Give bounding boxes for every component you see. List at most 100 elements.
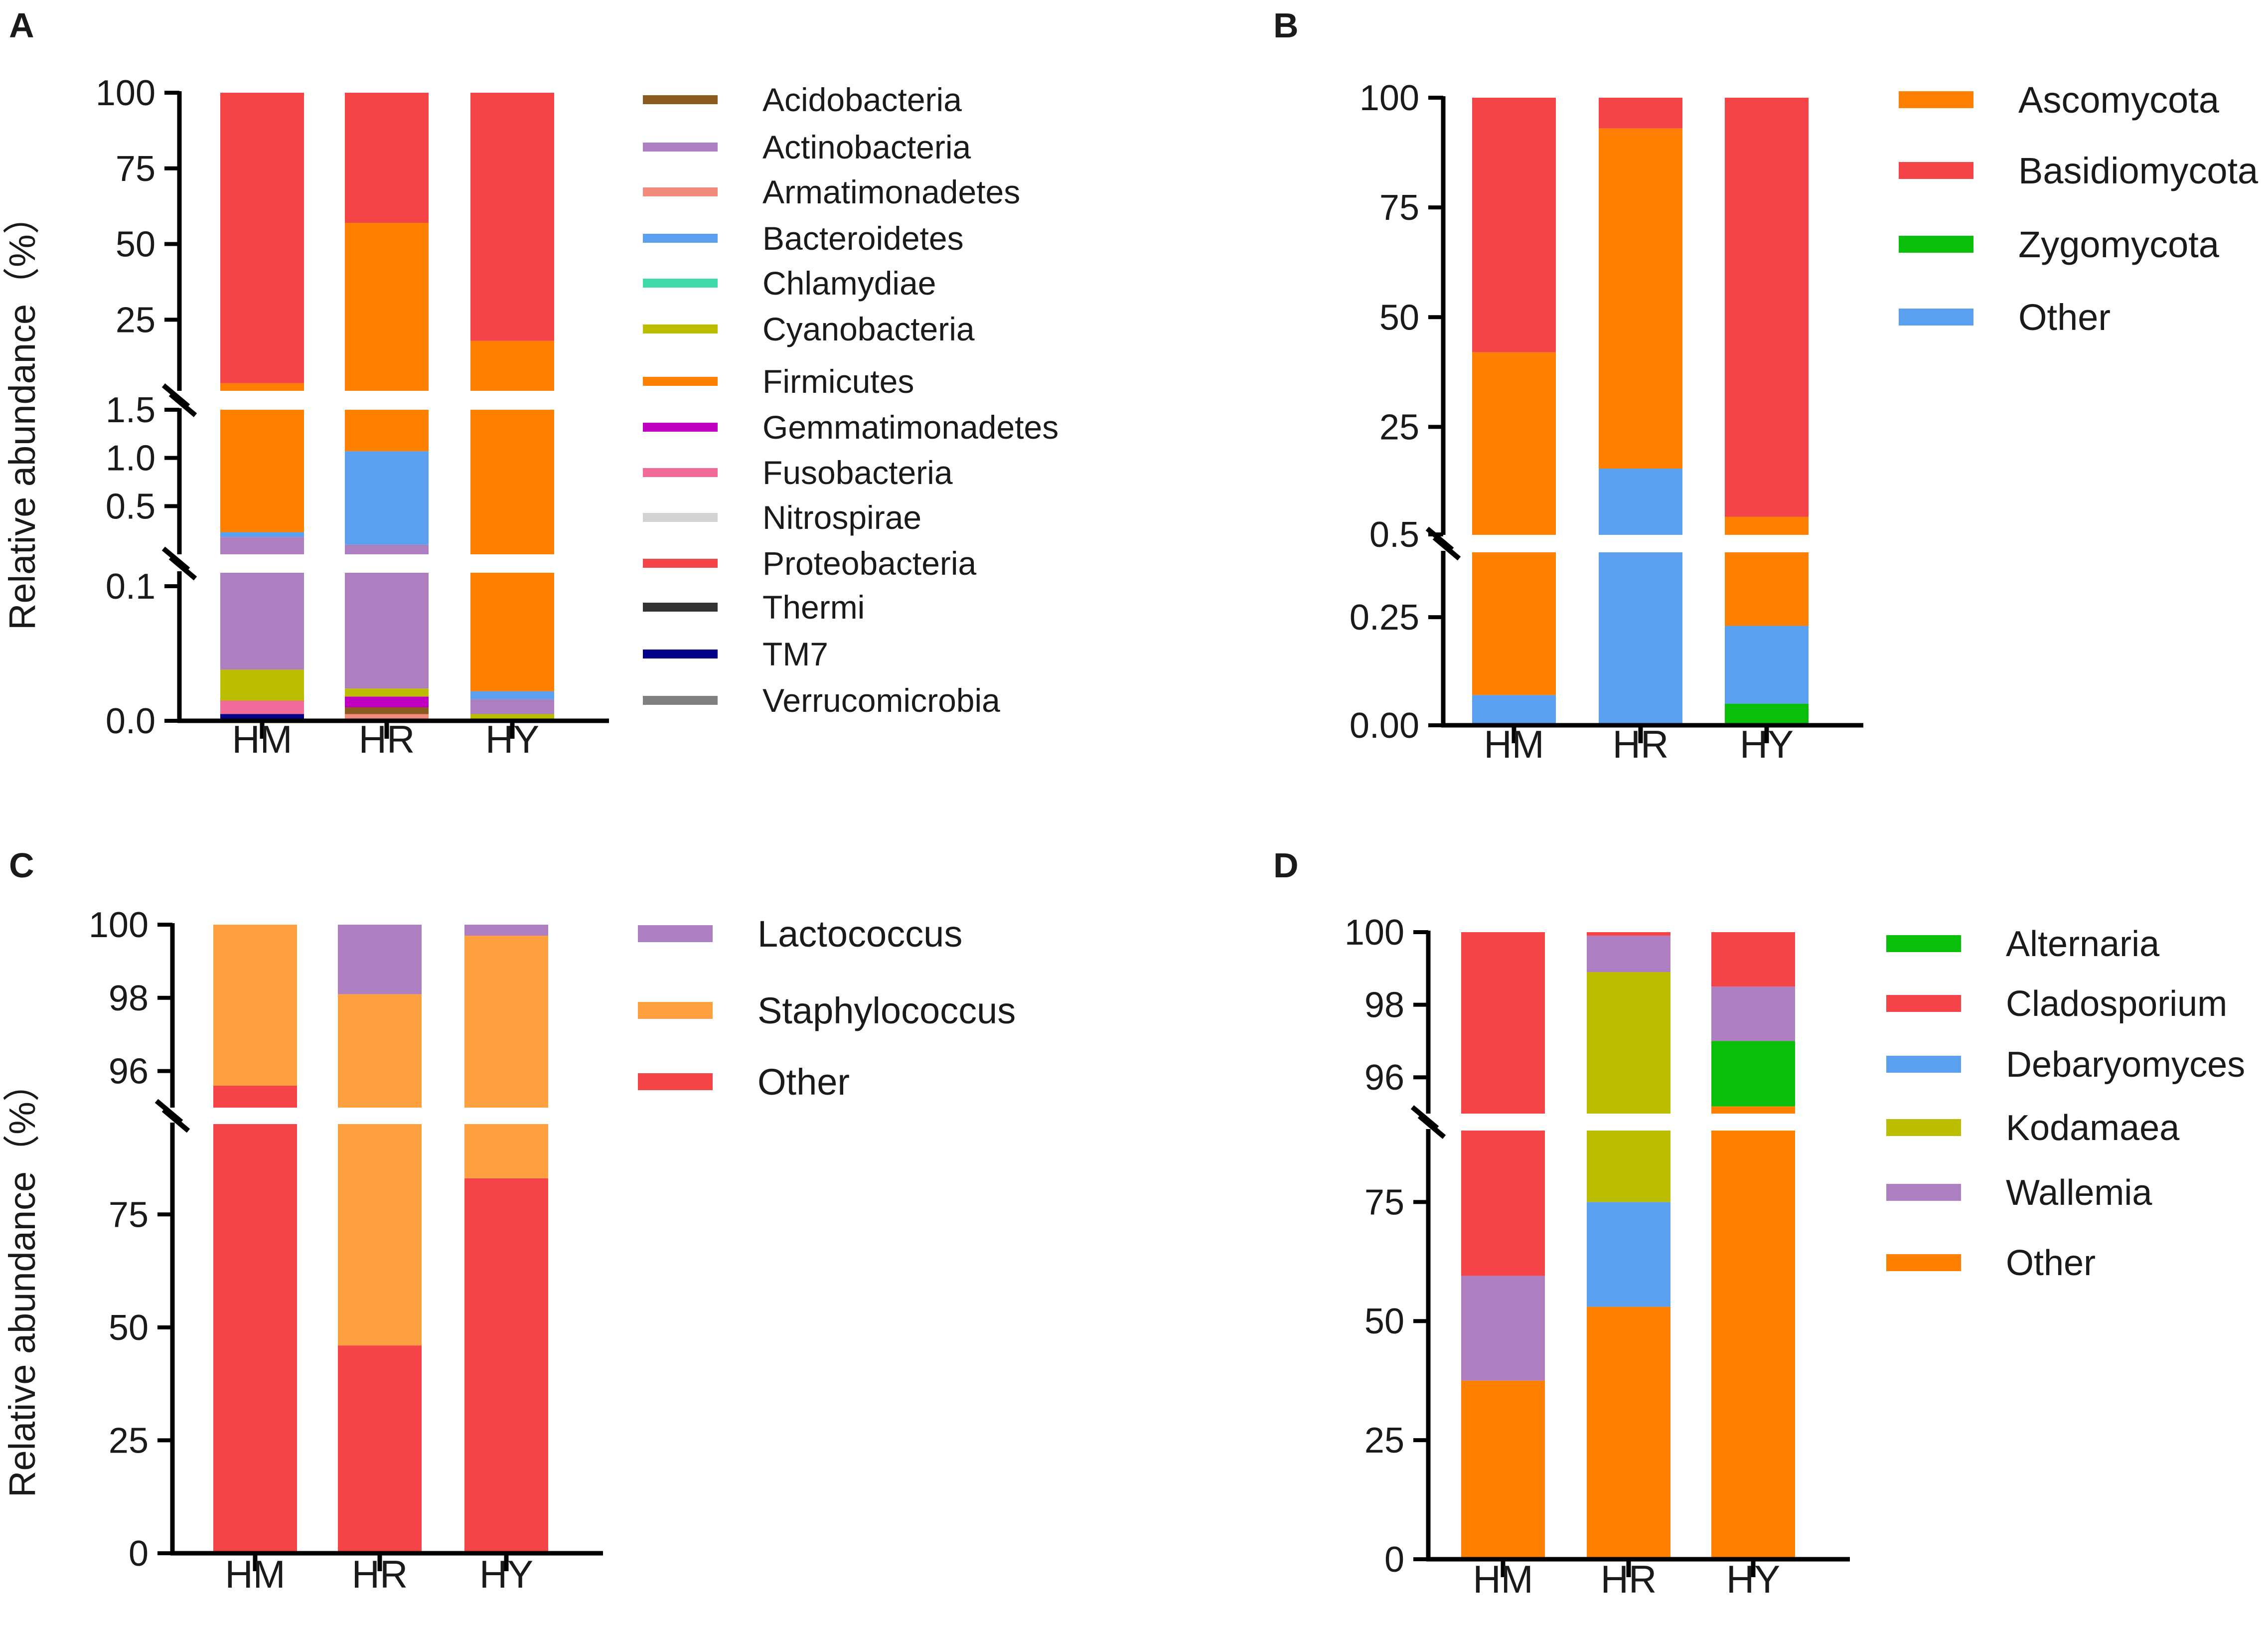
panel-b: B 0.00 0.25 0.5 25 50 75 100 HM HR HY Ascomycota Bas… [1273,6,2259,766]
y-tick-label: 100 [1360,78,1419,118]
bar-segment [345,451,429,545]
y-axis-title: Relative abundance（%） [1,197,43,630]
bar-segment [345,707,429,714]
y-tick-label: 96 [109,1052,149,1092]
bar-segment [1587,1131,1670,1202]
legend-label: Firmicutes [762,363,914,400]
bar-segment [345,544,429,554]
bar-segment [220,532,304,537]
bar-segment [470,410,554,554]
bar-segment [1725,552,1809,626]
bar-segment [1599,98,1682,129]
panel-letter: C [9,846,34,885]
legend-swatch [1886,935,1961,952]
y-tick-label: 25 [116,300,155,340]
legend-swatch [1886,1184,1961,1201]
legend-swatch [643,513,718,522]
bar-segment [1461,1131,1545,1276]
y-tick-label: 0.00 [1350,706,1419,746]
bar-segment [470,699,554,714]
legend-label: Debaryomyces [2006,1045,2245,1085]
legend-swatch [643,325,718,333]
legend-swatch [643,423,718,432]
panel-c: C 0 25 50 75 96 98 100 HM HR HY Relative abundance（… [1,846,1016,1596]
panel-letter: B [1273,6,1299,45]
legend-label: Staphylococcus [757,990,1016,1031]
legend-label: Fusobacteria [762,454,953,491]
bar-segment [220,410,304,532]
bar-segment [338,994,422,1108]
bar-segment [345,688,429,697]
legend-label: Kodamaea [2006,1108,2180,1148]
y-tick-label: 0.5 [1369,515,1419,555]
bar-segment [1711,932,1795,987]
legend-label: Armatimonadetes [762,173,1020,210]
y-tick-label: 25 [109,1421,149,1461]
legend-label: Proteobacteria [762,545,977,582]
legend-swatch [1886,1254,1961,1271]
bar-segment [464,936,548,1108]
legend-label: Nitrospirae [762,499,921,536]
legend-label: Other [2006,1243,2096,1283]
legend-swatch [1899,309,1973,326]
bar-segment [1587,936,1670,973]
legend-label: Ascomycota [2018,79,2220,121]
bar-segment [345,223,429,391]
axis-break-mark [1432,535,1461,561]
legend: Alternaria Cladosporium Debaryomyces Kodama… [1886,924,2245,1283]
legend-swatch [643,234,718,243]
x-tick-label: HR [1601,1557,1657,1601]
bar-segment [470,340,554,391]
bar-segment [1599,552,1682,725]
y-tick-label: 75 [1364,1182,1404,1222]
legend-swatch [643,696,718,705]
legend-swatch [643,468,718,477]
x-tick-label: HR [359,717,415,761]
panel-d: D 0 25 50 75 96 98 100 HM HR HY Alternaria Cladospor… [1273,846,2245,1601]
bar-segment [1725,703,1809,725]
bar-segment [1599,469,1682,535]
y-tick-label: 50 [116,225,155,265]
bar-segment [1599,128,1682,469]
bar-segment [1711,1106,1795,1114]
bar-segment [213,925,297,1086]
y-tick-label: 98 [109,979,149,1018]
y-tick-label: 0.25 [1350,598,1419,638]
y-tick-label: 50 [1379,298,1419,337]
legend-swatch [1886,1119,1961,1136]
bar-segment [213,1124,297,1553]
legend-label: Acidobacteria [762,81,962,118]
bar-segment [470,573,554,691]
y-tick-label: 75 [109,1195,149,1235]
axis-break-mark [168,555,197,581]
y-tick-label: 25 [1379,407,1419,447]
bar-segment [1725,516,1809,535]
legend-label: Bacteroidetes [762,220,964,257]
legend-label: Cyanobacteria [762,311,975,347]
axis-break-mark [1417,1114,1446,1139]
x-tick-label: HY [1740,722,1794,766]
y-tick-label: 100 [1345,913,1404,953]
axis-break-mark [161,1108,190,1133]
legend-label: TM7 [762,636,828,672]
y-tick-label: 1.5 [106,390,155,430]
legend-label: Thermi [762,589,865,626]
x-tick-label: HR [352,1552,408,1596]
x-tick-label: HM [1484,722,1544,766]
legend-swatch [643,603,718,612]
bar-segment [345,410,429,452]
bar-segment [213,1085,297,1108]
y-tick-label: 0.1 [106,567,155,607]
legend-swatch [638,925,713,942]
legend-swatch [638,1073,713,1090]
bar-segment [220,537,304,554]
y-tick-label: 100 [96,73,155,113]
legend-label: Cladosporium [2006,984,2227,1024]
bar-segment [464,925,548,936]
bar-segment [470,691,554,699]
bar-segment [1711,986,1795,1041]
legend-swatch [643,143,718,152]
legend-swatch [643,377,718,386]
bar-segment [220,573,304,670]
bar-segment [220,383,304,391]
